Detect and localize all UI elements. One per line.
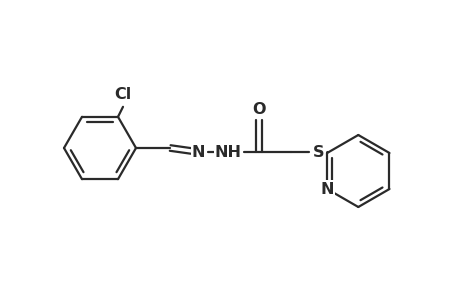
- Text: NH: NH: [214, 145, 241, 160]
- Text: O: O: [252, 102, 265, 117]
- Text: N: N: [319, 182, 333, 196]
- Text: Cl: Cl: [114, 87, 131, 102]
- Text: S: S: [312, 145, 324, 160]
- Text: N: N: [191, 145, 205, 160]
